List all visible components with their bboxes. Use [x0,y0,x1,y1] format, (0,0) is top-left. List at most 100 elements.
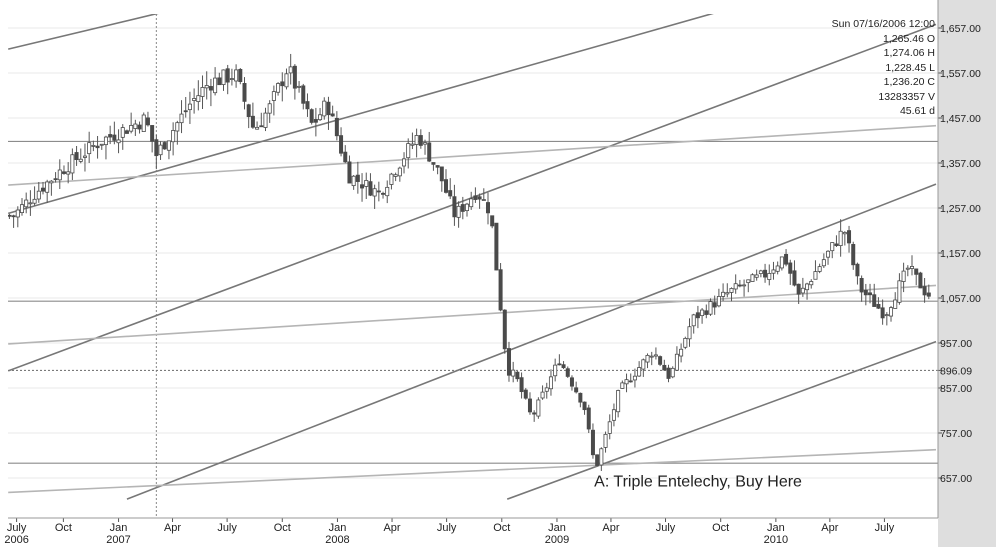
trend-line [8,14,714,215]
candle-body [868,292,873,296]
candle-body [162,142,167,150]
candle-body [708,301,713,315]
x-tick-label: Oct [712,522,729,534]
candle-body [40,187,45,192]
candle-body [548,376,553,390]
candle-body [746,279,751,284]
candle-body [565,368,570,377]
readout-high: 1,274.06 H [883,47,935,59]
candle-body [402,158,407,167]
candle-body [632,375,637,381]
y-tick-label: 1,257.00 [940,203,981,215]
candle-body [553,364,558,377]
x-tick-label: Jan [329,522,347,534]
candle-body [427,142,432,162]
candle-body [687,326,692,340]
candle-body [670,367,675,378]
candle-body [578,392,583,403]
candle-body [662,364,667,371]
candle-body [423,142,428,145]
candle-body [175,122,180,132]
candle-body [255,126,260,130]
candle-body [658,356,663,365]
candle-body [108,134,113,138]
candle-body [666,367,671,379]
candle-body [502,309,507,350]
candle-body [649,355,654,358]
candle-body [250,115,255,128]
trend-line [126,183,937,500]
candle-body [246,104,251,118]
y-tick-label: 1,657.00 [940,23,981,35]
candle-body [385,186,390,197]
x-tick-label: July [217,522,237,534]
candle-body [267,103,272,114]
candle-body [557,363,562,366]
candle-body [523,389,528,399]
x-tick-label: July [437,522,457,534]
candle-body [129,124,134,132]
candle-body [112,134,117,141]
candle-body [582,401,587,411]
y-tick-label: 1,157.00 [940,248,981,260]
candle-body [624,379,629,385]
candle-body [234,69,239,82]
candle-body [183,110,188,113]
y-tick-label: 896.09 [940,365,972,377]
candle-body [889,307,894,317]
candle-body [473,195,478,200]
candle-body [733,283,738,290]
candle-body [36,190,41,200]
candle-body [208,86,213,91]
candle-body [704,310,709,315]
candle-body [536,399,541,417]
y-tick-label: 657.00 [940,473,972,485]
candle-body [238,69,243,83]
candle-body [859,278,864,293]
candle-body [45,181,50,193]
candle-body [653,354,658,357]
candle-body [137,124,142,130]
candle-body [779,256,784,269]
candle-body [725,292,730,295]
candle-body [737,284,742,287]
candle-body [910,266,915,269]
candle-body [171,130,176,143]
candle-body [805,283,810,291]
readout-low: 1,228.45 L [885,61,935,74]
candle-body [611,409,616,421]
candle-body [469,198,474,208]
candle-body [595,454,600,466]
candle-body [414,135,419,145]
x-tick-label: July [875,522,895,534]
candle-body [926,292,931,297]
candle-body [95,145,100,149]
x-tick-year-label: 2006 [4,534,28,546]
candle-body [179,113,184,124]
candle-body [540,391,545,399]
candle-body [19,204,24,213]
candle-body [465,203,470,212]
candle-body [603,433,608,448]
candle-body [313,119,318,123]
candle-body [754,274,759,278]
candle-body [683,337,688,348]
candle-body [444,179,449,193]
candle-body [855,263,860,277]
candle-body [700,309,705,317]
y-tick-label: 1,457.00 [940,113,981,125]
candle-body [880,307,885,319]
candle-body [485,202,490,214]
candle-body [200,87,205,97]
candle-body [800,287,805,294]
candle-body [334,117,339,137]
candle-body [834,243,839,246]
trend-line [8,124,937,186]
candle-body [364,180,369,187]
candle-body [439,166,444,182]
candle-body [767,273,772,280]
candle-body [259,125,264,128]
candle-body [343,151,348,163]
candle-body [922,286,927,296]
